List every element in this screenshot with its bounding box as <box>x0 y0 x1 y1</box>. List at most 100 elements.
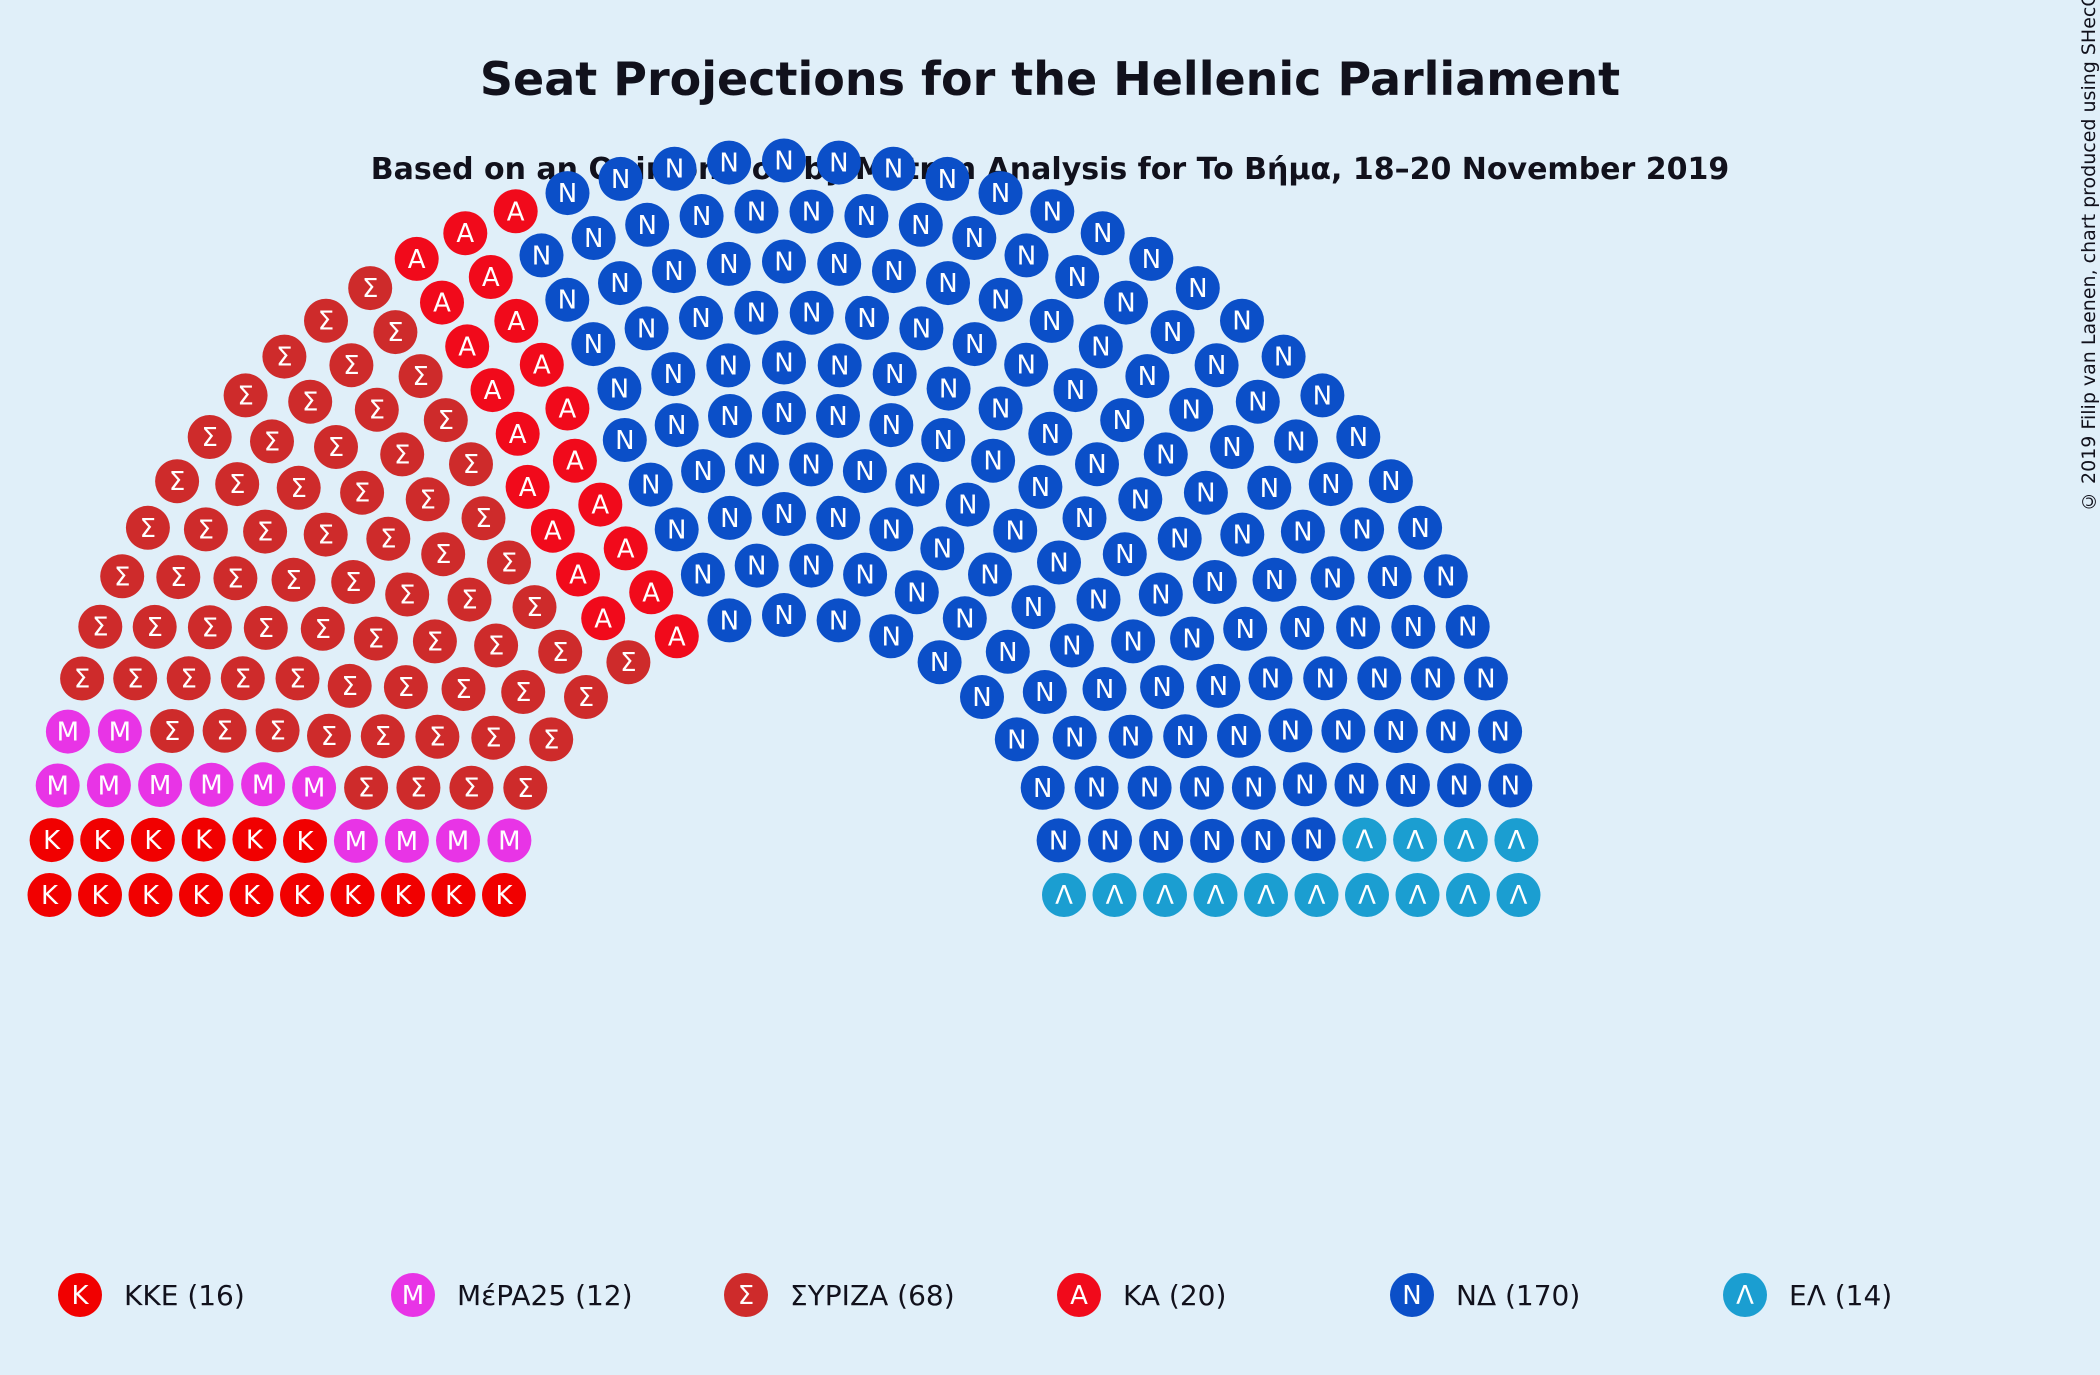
seat: N <box>816 598 861 643</box>
seat-symbol: N <box>828 504 847 534</box>
seat-symbol: N <box>1458 613 1477 643</box>
seat: N <box>707 495 752 540</box>
seat: N <box>681 449 726 494</box>
seat-symbol: Σ <box>410 774 426 804</box>
seat-circle <box>487 818 532 863</box>
seat: N <box>789 543 834 588</box>
seat-symbol: N <box>1501 772 1520 802</box>
seat-circle <box>1368 459 1413 504</box>
seat-symbol: N <box>1049 826 1068 856</box>
seat-symbol: Σ <box>74 665 90 695</box>
seat: K <box>29 818 74 863</box>
seat-circle <box>100 554 145 599</box>
seat-circle <box>920 526 965 571</box>
seat: N <box>978 277 1023 322</box>
seat-circle <box>1268 708 1313 753</box>
seat-circle <box>241 762 286 807</box>
seat-circle <box>304 298 348 343</box>
seat-circle <box>1022 670 1067 714</box>
seat-symbol: Σ <box>289 664 305 694</box>
seat: N <box>734 189 779 234</box>
seat-circle <box>420 280 464 325</box>
seat-symbol: K <box>94 826 112 856</box>
seat: Σ <box>60 656 105 701</box>
seat-circle <box>762 239 806 284</box>
seat-symbol: N <box>1062 632 1081 662</box>
seat: N <box>706 241 751 286</box>
seat-circle <box>844 194 889 238</box>
seat-circle <box>654 507 699 552</box>
seat-circle <box>1235 379 1280 424</box>
seat: N <box>1247 465 1292 510</box>
seat-circle <box>1042 873 1086 917</box>
seat-symbol: N <box>1348 613 1367 643</box>
seat-circle <box>354 387 399 432</box>
seat-symbol: N <box>1156 440 1175 470</box>
seat-circle <box>232 817 277 862</box>
seat: A <box>578 482 623 527</box>
seat-symbol: N <box>692 202 711 232</box>
seat-symbol: N <box>802 552 821 582</box>
seat-circle <box>921 418 966 462</box>
seat-symbol: Σ <box>318 307 334 337</box>
seat-circle <box>564 675 608 719</box>
seat-symbol: N <box>1181 396 1200 426</box>
seat: K <box>283 819 327 863</box>
seat-circle <box>603 526 648 571</box>
seat-symbol: N <box>1095 675 1114 705</box>
seat: N <box>1321 708 1366 753</box>
seat: Σ <box>415 714 460 759</box>
seat-symbol: Σ <box>345 568 361 598</box>
seat-symbol: N <box>1261 664 1280 694</box>
seat-symbol: Σ <box>429 723 445 753</box>
seat: Σ <box>150 709 195 753</box>
seat-circle <box>1055 255 1100 299</box>
seat-circle <box>762 340 806 385</box>
seat-symbol: M <box>396 827 418 857</box>
seat-circle <box>1052 715 1097 760</box>
seat-symbol: N <box>829 149 848 179</box>
seat-circle <box>1049 623 1094 668</box>
seat-symbol: N <box>1260 474 1279 504</box>
seat: N <box>706 343 751 388</box>
seat-symbol: N <box>885 360 904 390</box>
seat: N <box>1437 763 1482 808</box>
seat-symbol: Λ <box>1508 826 1526 856</box>
seat-symbol: N <box>1033 774 1052 804</box>
seat: Σ <box>327 663 372 708</box>
seat-symbol: Σ <box>463 774 479 804</box>
seat: N <box>845 295 889 340</box>
seat-circle <box>1385 763 1430 807</box>
seat-circle <box>545 277 590 322</box>
seat-circle <box>468 255 513 299</box>
seat-circle <box>243 605 288 650</box>
seat-circle <box>1220 298 1264 343</box>
seat: N <box>1036 818 1081 863</box>
seat: Σ <box>183 507 228 552</box>
seat-circle <box>1478 709 1523 754</box>
seat: N <box>1179 765 1224 810</box>
seat: N <box>978 386 1023 431</box>
seat-circle <box>1062 496 1107 541</box>
seat-symbol: N <box>1024 593 1043 623</box>
seat: N <box>1125 354 1170 399</box>
seat-circle <box>1088 818 1132 863</box>
seat-circle <box>493 189 538 234</box>
seat: N <box>1004 233 1049 278</box>
seat-symbol: N <box>667 515 686 545</box>
seat-symbol: N <box>719 250 738 280</box>
seat-circle <box>706 343 751 388</box>
seat: K <box>280 873 324 917</box>
seat-symbol: N <box>1115 540 1134 570</box>
seat: N <box>1190 818 1235 863</box>
seat-circle <box>97 709 142 754</box>
seat: N <box>1303 656 1348 701</box>
seat: N <box>734 442 779 487</box>
seat-symbol: N <box>980 561 999 591</box>
seat: N <box>1367 555 1412 600</box>
seat-circle <box>181 817 226 862</box>
seat-circle <box>78 873 122 917</box>
seat-symbol: Λ <box>1257 881 1275 911</box>
seat: Σ <box>354 387 399 432</box>
seat: N <box>1075 442 1119 487</box>
